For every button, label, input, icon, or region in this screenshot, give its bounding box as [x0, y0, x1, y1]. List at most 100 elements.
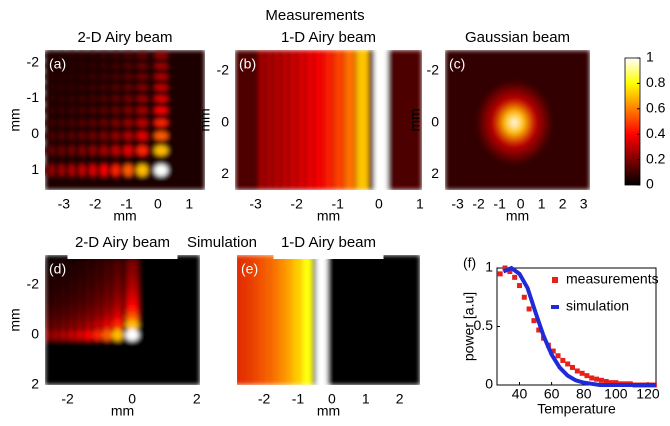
- beam-lobe: [52, 329, 59, 341]
- x-tick-label: -1: [120, 196, 133, 212]
- y-tick-label: 0.4: [646, 125, 666, 141]
- beam-lobe: [67, 301, 75, 309]
- beam-lobe: [24, 270, 28, 274]
- beam-lobe: [111, 84, 121, 91]
- beam-lobe: [89, 73, 97, 80]
- beam-lobe: [60, 329, 67, 341]
- beam-lobe: [52, 295, 59, 302]
- beam-lobe: [67, 269, 75, 275]
- x-tick-label: 0: [128, 391, 136, 407]
- beam-lobe: [125, 274, 140, 280]
- beam-lobe: [99, 84, 109, 91]
- beam-lobe: [60, 301, 67, 309]
- beam-lobe: [67, 319, 75, 331]
- beam-lobe: [52, 284, 59, 291]
- beam-lobe: [111, 301, 124, 309]
- x-tick-label: 120: [636, 386, 660, 402]
- beam-lobe: [101, 313, 113, 323]
- beam-lobe: [111, 164, 121, 177]
- beam-lobe: [78, 118, 86, 127]
- beam-lobe: [58, 53, 65, 59]
- y-tick-label: 0: [646, 176, 654, 192]
- beam-lobe: [52, 319, 59, 331]
- beam-stripe: [315, 50, 324, 190]
- y-axis-label: mm: [407, 108, 423, 131]
- beam-lobe: [92, 329, 102, 341]
- beam-lobe: [58, 84, 65, 91]
- beam-lobe: [40, 107, 45, 114]
- beam-lobe: [111, 73, 121, 80]
- beam-lobe: [111, 319, 124, 331]
- data-point: [565, 361, 571, 367]
- beam-lobe: [75, 301, 84, 309]
- beam-lobe: [68, 63, 75, 69]
- beam-lobe: [49, 63, 55, 69]
- beam-lobe: [92, 290, 102, 296]
- beam-lobe: [101, 290, 113, 296]
- beam-lobe: [111, 279, 124, 285]
- heatmap-layer: [445, 50, 590, 190]
- y-tick-label: -2: [427, 61, 440, 77]
- beam-lobe: [49, 44, 54, 48]
- x-tick-label: -1: [292, 391, 305, 407]
- beam-lobe: [125, 329, 140, 341]
- y-axis-label: mm: [197, 108, 213, 131]
- beam-lobe: [111, 118, 121, 127]
- beam-stripe: [324, 50, 333, 190]
- x-tick-label: -3: [249, 196, 262, 212]
- y-tick-label: -2: [217, 61, 230, 77]
- beam-stripe: [281, 50, 288, 190]
- data-point: [512, 274, 518, 280]
- beam-lobe: [92, 269, 102, 275]
- beam-lobe: [45, 274, 51, 280]
- beam-lobe: [40, 44, 45, 48]
- beam-lobe: [89, 84, 97, 91]
- beam-lobe: [45, 329, 51, 341]
- beam-lobe: [125, 319, 140, 331]
- y-tick-label: -2: [27, 53, 40, 69]
- beam-lobe: [78, 84, 86, 91]
- beam-lobe: [45, 295, 51, 302]
- x-tick-label: -1: [493, 196, 506, 212]
- beam-lobe: [60, 274, 67, 280]
- beam-stripe: [306, 50, 314, 190]
- beam-lobe: [92, 274, 102, 280]
- y-tick-label: 2: [221, 165, 229, 181]
- beam-lobe: [136, 84, 149, 91]
- beam-lobe: [123, 106, 134, 114]
- beam-lobe: [58, 73, 65, 80]
- beam-lobe: [99, 53, 109, 59]
- beam-lobe: [84, 329, 93, 341]
- beam-lobe: [78, 95, 86, 102]
- beam-lobe: [125, 290, 140, 296]
- beam-lobe: [60, 260, 67, 264]
- beam-lobe: [52, 274, 59, 280]
- x-tick-label: 60: [544, 386, 560, 402]
- data-point: [598, 377, 604, 383]
- beam-lobe: [75, 284, 84, 291]
- beam-lobe: [101, 307, 113, 315]
- beam-lobe: [154, 164, 169, 177]
- y-tick-label: 0: [485, 376, 493, 392]
- beam-lobe: [92, 319, 102, 331]
- beam-lobe: [24, 301, 28, 308]
- x-tick-label: 0: [154, 196, 162, 212]
- beam-lobe: [67, 295, 75, 302]
- beam-lobe: [31, 307, 36, 315]
- beam-lobe: [111, 274, 124, 280]
- beam-lobe: [59, 44, 65, 48]
- beam-lobe: [31, 44, 36, 48]
- beam-lobe: [38, 265, 43, 269]
- beam-lobe: [31, 145, 36, 155]
- panel-label: (a): [49, 56, 66, 72]
- x-axis-label: mm: [317, 403, 340, 419]
- beam-lobe: [99, 106, 109, 114]
- y-tick-label: 0: [31, 326, 39, 342]
- beam-lobe: [31, 296, 36, 302]
- y-tick-label: 0.5: [474, 317, 494, 333]
- title-box: [180, 232, 264, 254]
- data-point: [569, 364, 575, 370]
- beam-stripe: [333, 50, 344, 190]
